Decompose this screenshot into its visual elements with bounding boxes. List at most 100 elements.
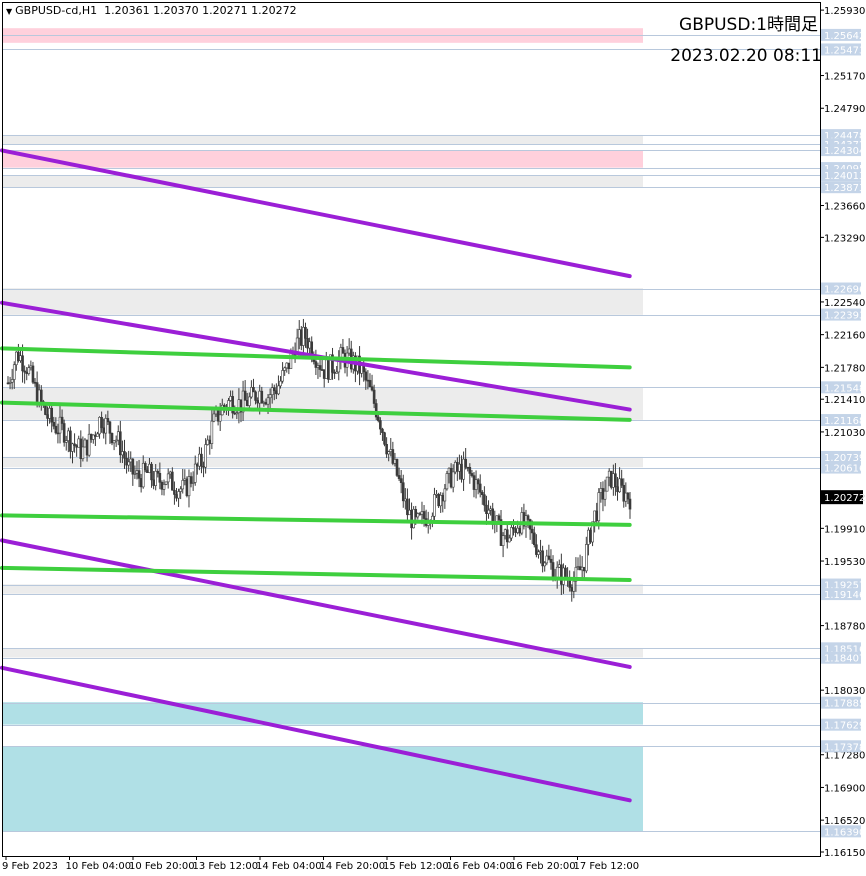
zone-demand-10 <box>3 746 643 832</box>
candle-body <box>46 414 49 419</box>
candle-body <box>499 519 503 546</box>
candle-body <box>470 473 474 476</box>
candle-body <box>518 527 522 534</box>
level-label-box <box>821 414 861 427</box>
candle-body <box>387 451 390 455</box>
candle-body <box>139 478 143 488</box>
candle-body <box>333 372 336 374</box>
candle-body <box>599 488 603 493</box>
dropdown-triangle-icon[interactable]: ▼ <box>6 7 13 16</box>
candle-body <box>379 420 382 430</box>
price-tick-label: 1.16520 <box>824 816 865 827</box>
chart-header: ▼ GBPUSD-cd,H1 1.20361 1.20370 1.20271 1.… <box>6 4 297 17</box>
candle-body <box>141 462 145 488</box>
candle-body <box>198 453 201 467</box>
candle-body <box>564 567 567 579</box>
candle-body <box>283 367 286 371</box>
zone-demand-9 <box>3 702 643 725</box>
candle-body <box>143 462 147 471</box>
candle-body <box>27 367 31 374</box>
price-tick-label: 1.17280 <box>824 751 865 762</box>
candle-body <box>408 509 411 516</box>
candle-body <box>541 550 544 567</box>
level-label-text: 1.17378 <box>824 742 865 753</box>
candle-body <box>545 555 549 564</box>
candle-body <box>252 387 255 393</box>
candle-body <box>618 478 621 493</box>
level-label-box <box>821 588 861 601</box>
candle-body <box>616 486 619 493</box>
level-label-box <box>821 144 861 157</box>
candle-body <box>510 527 513 539</box>
level-label-box <box>821 381 861 394</box>
candle-body <box>108 421 112 434</box>
price-tick-label: 1.24790 <box>824 104 865 115</box>
candle-body <box>612 473 615 488</box>
candle-body <box>125 457 128 466</box>
candle-body <box>526 515 530 520</box>
time-tick-label: 10 Feb 04:00 <box>66 861 132 872</box>
level-label-box <box>821 169 861 182</box>
candle-body <box>555 566 559 578</box>
candle-body <box>609 470 613 488</box>
price-tick-label: 1.22540 <box>824 298 865 309</box>
candle-body <box>264 402 268 405</box>
candle-body <box>191 482 195 484</box>
price-tick-label: 1.19910 <box>824 524 865 535</box>
candle-body <box>277 385 280 395</box>
candle-body <box>162 484 166 490</box>
candle-body <box>254 391 257 401</box>
candle-body <box>85 439 89 456</box>
candle-body <box>593 510 596 523</box>
candle-body <box>622 485 626 502</box>
candle-body <box>591 521 594 543</box>
candle-body <box>275 390 278 395</box>
candle-body <box>218 414 222 422</box>
candle-body <box>158 473 162 483</box>
candle-body <box>347 348 351 354</box>
candle-body <box>73 443 76 446</box>
candle-body <box>289 351 293 369</box>
candle-body <box>17 351 20 361</box>
candle-body <box>360 365 363 374</box>
purple-trendline-0 <box>0 148 632 279</box>
candle-body <box>148 463 151 473</box>
candle-body <box>476 479 480 485</box>
candle-body <box>300 329 303 346</box>
candle-body <box>391 449 395 464</box>
candle-body <box>127 461 130 466</box>
zone-supply-2 <box>3 150 643 168</box>
candle-body <box>376 416 380 421</box>
candle-body <box>110 433 114 444</box>
candle-body <box>570 587 574 592</box>
chart-datetime: 2023.02.20 08:11 <box>670 46 822 66</box>
level-label-text: 1.21168 <box>824 416 865 427</box>
candle-body <box>601 488 605 500</box>
candle-body <box>23 370 26 373</box>
candle-body <box>287 362 291 369</box>
ohlc-values: 1.20361 1.20370 1.20271 1.20272 <box>104 4 297 17</box>
candle-body <box>576 566 580 568</box>
candle-body <box>453 462 457 473</box>
price-tick-label: 1.22160 <box>824 331 865 342</box>
level-label-text: 1.17629 <box>824 721 865 732</box>
candle-body <box>19 355 22 361</box>
plot-frame <box>2 2 821 857</box>
time-tick-label: 10 Feb 20:00 <box>129 861 195 872</box>
candle-body <box>297 329 301 339</box>
candle-body <box>314 361 318 368</box>
level-label-box <box>821 740 861 753</box>
candle-body <box>505 529 509 543</box>
level-label-text: 1.23873 <box>824 183 865 194</box>
time-tick-label: 14 Feb 04:00 <box>256 861 322 872</box>
level-label-box <box>821 718 861 731</box>
candle-body <box>472 475 476 490</box>
candle-body <box>166 473 170 483</box>
level-label-box <box>821 578 861 591</box>
candle-body <box>200 453 203 467</box>
candle-body <box>233 412 237 415</box>
candle-body <box>418 513 422 515</box>
price-tick-label: 1.25170 <box>824 72 865 83</box>
level-label-text: 1.24304 <box>824 146 865 157</box>
